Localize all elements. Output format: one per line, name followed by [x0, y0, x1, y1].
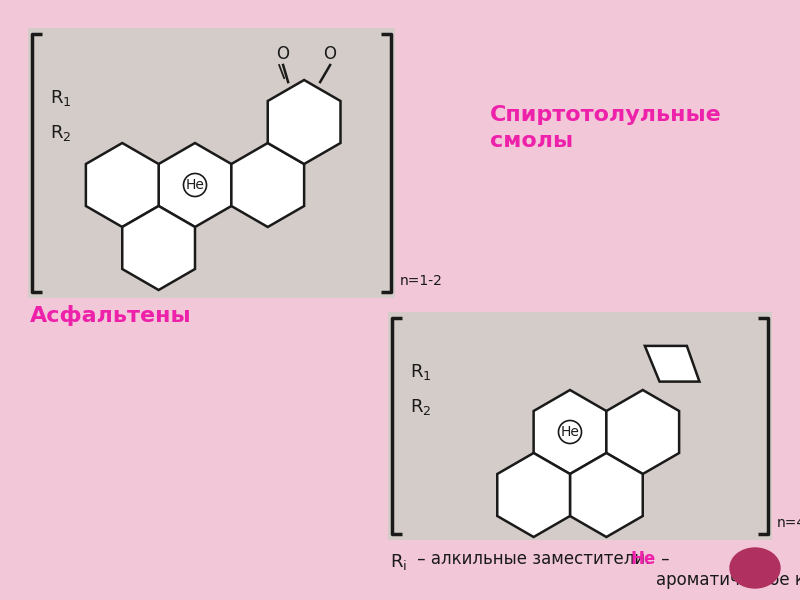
FancyBboxPatch shape [388, 312, 772, 540]
Text: He: He [186, 178, 205, 192]
Text: $\mathregular{R_2}$: $\mathregular{R_2}$ [50, 123, 71, 143]
Text: –
ароматическое кольцо с гетероатомом: – ароматическое кольцо с гетероатомом [656, 550, 800, 589]
Text: $\mathregular{R_2}$: $\mathregular{R_2}$ [410, 397, 431, 417]
Text: He: He [561, 425, 579, 439]
Polygon shape [606, 390, 679, 474]
Polygon shape [86, 143, 158, 227]
Text: $\mathregular{R_i}$: $\mathregular{R_i}$ [390, 552, 407, 572]
Ellipse shape [730, 548, 780, 588]
Polygon shape [645, 346, 699, 382]
Polygon shape [231, 143, 304, 227]
Text: Спиртотолульные
смолы: Спиртотолульные смолы [490, 105, 722, 151]
Polygon shape [498, 453, 570, 537]
Text: n=4-5: n=4-5 [777, 516, 800, 530]
FancyBboxPatch shape [28, 28, 395, 298]
Polygon shape [534, 390, 606, 474]
Text: – алкильные заместители.: – алкильные заместители. [412, 550, 656, 568]
Text: He: He [630, 550, 655, 568]
Polygon shape [268, 80, 341, 164]
Polygon shape [122, 206, 195, 290]
Polygon shape [158, 143, 231, 227]
Text: $\mathregular{R_1}$: $\mathregular{R_1}$ [410, 362, 431, 382]
Text: $\mathregular{R_1}$: $\mathregular{R_1}$ [50, 88, 71, 108]
Text: O: O [277, 45, 290, 63]
Polygon shape [570, 453, 642, 537]
Text: O: O [324, 45, 337, 63]
Text: n=1-2: n=1-2 [400, 274, 443, 288]
Text: Асфальтены: Асфальтены [30, 305, 192, 326]
